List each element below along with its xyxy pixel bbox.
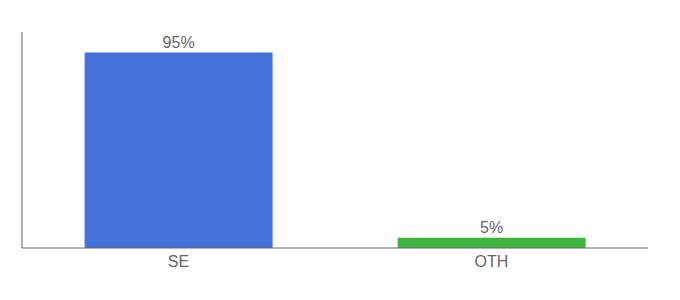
svg-text:SE: SE [168, 253, 189, 270]
svg-text:95%: 95% [163, 34, 195, 51]
svg-text:OTH: OTH [475, 253, 509, 270]
svg-text:5%: 5% [480, 219, 503, 236]
